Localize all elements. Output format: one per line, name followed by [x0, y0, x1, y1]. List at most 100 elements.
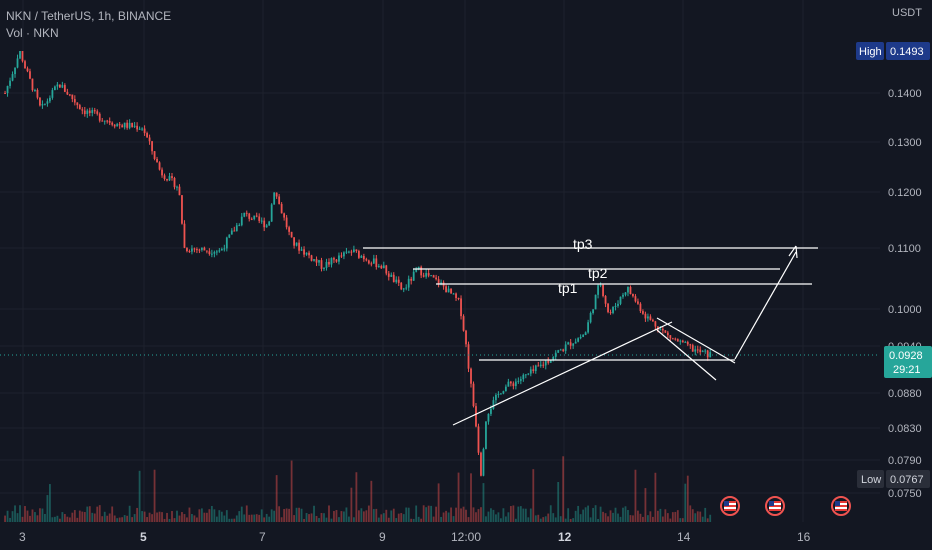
- volume-bar: [263, 517, 266, 522]
- volume-bar: [325, 517, 328, 522]
- volume-bar: [701, 516, 704, 522]
- candle-body: [323, 267, 325, 269]
- candle-body: [604, 295, 607, 304]
- candle-body: [136, 125, 139, 130]
- candle-body: [250, 218, 253, 220]
- candle-body: [14, 67, 16, 75]
- candle-body: [437, 279, 440, 285]
- volume-bar: [485, 516, 487, 522]
- candle-body: [230, 230, 233, 235]
- volume-bar: [624, 506, 627, 522]
- candle-body: [235, 225, 238, 232]
- candle-body: [153, 151, 156, 159]
- candle-body: [679, 340, 682, 342]
- volume-bar: [176, 510, 178, 522]
- projection-arrow-line: [734, 251, 797, 360]
- volume-bar: [163, 518, 166, 522]
- candle-body: [447, 288, 450, 293]
- candle-body: [664, 330, 667, 333]
- volume-bar: [390, 510, 393, 522]
- candle-body: [634, 296, 637, 302]
- volume-bar: [198, 509, 201, 522]
- volume-bar: [205, 512, 208, 522]
- candle-body: [49, 97, 51, 102]
- candle-body: [53, 86, 56, 91]
- volume-bar: [255, 514, 258, 522]
- volume-bar: [400, 513, 403, 522]
- wedge-lower-line: [656, 329, 717, 381]
- candle-body: [457, 298, 460, 300]
- candle-body: [156, 158, 158, 163]
- volume-bar: [303, 518, 305, 522]
- volume-bar: [44, 513, 46, 522]
- volume-bar: [666, 513, 669, 522]
- volume-bar: [345, 507, 348, 522]
- candle-body: [542, 364, 545, 366]
- volume-bar: [696, 511, 699, 522]
- us-flag-icon[interactable]: [720, 496, 740, 516]
- volume-bar: [691, 509, 694, 522]
- candle-body: [26, 68, 29, 72]
- volume-bar: [9, 517, 11, 522]
- candle-body: [268, 221, 271, 226]
- volume-bar: [542, 517, 545, 522]
- currency-label: USDT: [892, 7, 922, 19]
- candle-body: [495, 394, 497, 401]
- volume-bar: [470, 473, 472, 522]
- candle-body: [649, 316, 652, 320]
- volume-bar: [490, 508, 492, 522]
- price-axis[interactable]: 0.1400 0.1300 0.1200 0.1100 0.1000 0.094…: [856, 42, 932, 500]
- candle-body: [350, 251, 353, 253]
- candle-body: [19, 51, 21, 59]
- candle-body: [422, 275, 425, 277]
- candle-body: [215, 251, 218, 253]
- candle-body: [31, 78, 34, 91]
- volume-bar: [233, 518, 236, 522]
- time-tick: 14: [677, 530, 691, 544]
- volume-bar: [333, 511, 335, 522]
- volume-bar: [387, 517, 390, 522]
- candle-body: [380, 265, 383, 269]
- candle-body: [500, 393, 502, 395]
- volume-bar: [544, 516, 547, 522]
- volume-bar: [529, 508, 532, 522]
- candle-countdown: 29:21: [893, 364, 921, 376]
- us-flag-icon[interactable]: [765, 496, 785, 516]
- candle-body: [198, 249, 201, 251]
- candle-body: [313, 259, 315, 261]
- volume-bar: [11, 511, 14, 522]
- volume-bar: [412, 518, 415, 522]
- time-axis[interactable]: 3 5 7 9 12:00 12 14 16: [19, 530, 811, 544]
- candle-body: [544, 361, 547, 366]
- volume-bar: [537, 514, 540, 522]
- volume-bar: [709, 514, 712, 522]
- candle-body: [450, 288, 452, 294]
- volume-bar: [313, 505, 315, 522]
- candle-body: [300, 249, 303, 251]
- volume-bar: [168, 518, 171, 522]
- volume-bar: [632, 515, 634, 522]
- volume-bar: [245, 505, 248, 522]
- symbol-title[interactable]: NKN / TetherUS, 1h, BINANCE: [6, 9, 172, 23]
- volume-bar: [532, 469, 535, 522]
- candle-body: [480, 452, 482, 476]
- volume-bar: [223, 515, 226, 522]
- volume-bar: [106, 515, 109, 522]
- us-flag-icon[interactable]: [831, 496, 851, 516]
- candle-body: [490, 408, 492, 414]
- candle-body: [66, 91, 69, 95]
- volume-bar: [397, 513, 400, 522]
- event-markers[interactable]: [720, 496, 851, 516]
- volume-bar: [111, 506, 114, 522]
- candle-body: [527, 373, 530, 375]
- volume-bar: [305, 512, 308, 522]
- candle-body: [569, 342, 572, 346]
- volume-indicator-title[interactable]: Vol · NKN: [6, 26, 59, 40]
- volume-bar: [93, 513, 96, 522]
- volume-bar: [323, 513, 325, 522]
- candle-body: [193, 248, 196, 250]
- candle-body: [330, 258, 333, 265]
- time-tick: 12:00: [451, 530, 481, 544]
- volume-bar: [482, 483, 485, 522]
